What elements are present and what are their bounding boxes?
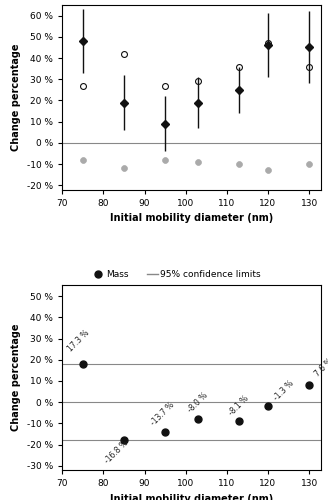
Point (80, 82, 86, 90)
Point (121, 164, 127, 172)
Point (121, 50, 127, 58)
Text: -16.8 %: -16.8 % (103, 439, 130, 466)
Text: -13.7 %: -13.7 % (149, 400, 176, 427)
Point (162, 156, 168, 164)
Point (80, 360, 86, 368)
X-axis label: Initial mobility diameter (nm): Initial mobility diameter (nm) (110, 213, 274, 223)
Point (162, 82, 168, 90)
Point (265, 39, 271, 47)
Point (162, 428, 168, 436)
Legend: Mass, 95% confidence limits: Mass, 95% confidence limits (93, 270, 261, 279)
Point (306, 160, 312, 168)
Point (80, 156, 86, 164)
Text: -1.3 %: -1.3 % (272, 378, 296, 402)
Point (236, 62, 242, 70)
Point (265, 166, 271, 174)
Point (236, 160, 242, 168)
Point (121, 436, 127, 444)
Text: -8.0 %: -8.0 % (186, 392, 209, 415)
Point (195, 158, 201, 166)
Point (265, 402, 271, 410)
Y-axis label: Change percentage: Change percentage (11, 44, 22, 151)
Point (236, 417, 242, 425)
Point (306, 62, 312, 70)
Point (306, 381, 312, 389)
Point (195, 415, 201, 423)
Point (195, 78, 201, 86)
Text: 17.3 %: 17.3 % (67, 328, 92, 353)
Y-axis label: Change percentage: Change percentage (11, 324, 22, 432)
Text: 7.6 %: 7.6 % (313, 357, 328, 379)
Text: -8.1 %: -8.1 % (227, 394, 250, 417)
X-axis label: Initial mobility diameter (nm): Initial mobility diameter (nm) (110, 494, 274, 500)
